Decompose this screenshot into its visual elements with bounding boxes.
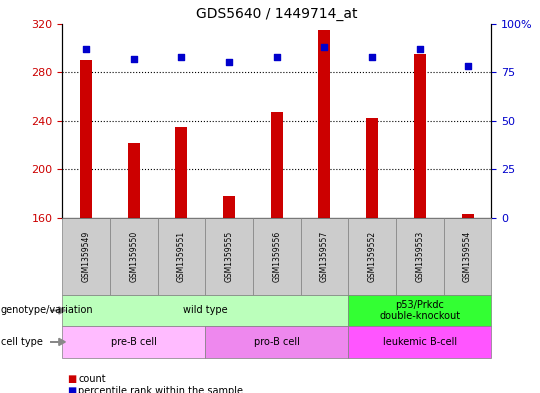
Bar xyxy=(271,112,283,218)
Bar xyxy=(366,118,378,218)
Text: GSM1359550: GSM1359550 xyxy=(129,231,138,282)
Point xyxy=(177,53,186,60)
Text: GSM1359555: GSM1359555 xyxy=(225,231,234,282)
Text: GSM1359552: GSM1359552 xyxy=(368,231,377,282)
Text: GSM1359554: GSM1359554 xyxy=(463,231,472,282)
Bar xyxy=(80,60,92,218)
Text: count: count xyxy=(78,374,106,384)
Point xyxy=(273,53,281,60)
Text: leukemic B-cell: leukemic B-cell xyxy=(383,337,457,347)
Text: percentile rank within the sample: percentile rank within the sample xyxy=(78,386,244,393)
Text: genotype/variation: genotype/variation xyxy=(1,305,93,316)
Point xyxy=(320,44,329,50)
Text: p53/Prkdc
double-knockout: p53/Prkdc double-knockout xyxy=(379,300,461,321)
Text: ■: ■ xyxy=(68,374,77,384)
Text: GSM1359551: GSM1359551 xyxy=(177,231,186,282)
Text: wild type: wild type xyxy=(183,305,227,316)
Text: GSM1359557: GSM1359557 xyxy=(320,231,329,282)
Bar xyxy=(223,196,235,218)
Text: pro-B cell: pro-B cell xyxy=(254,337,300,347)
Point xyxy=(416,46,424,52)
Bar xyxy=(414,54,426,218)
Point xyxy=(225,59,233,66)
Text: GSM1359556: GSM1359556 xyxy=(272,231,281,282)
Bar xyxy=(176,127,187,218)
Text: ■: ■ xyxy=(68,386,77,393)
Text: GSM1359553: GSM1359553 xyxy=(415,231,424,282)
Point xyxy=(130,55,138,62)
Bar xyxy=(462,215,474,218)
Title: GDS5640 / 1449714_at: GDS5640 / 1449714_at xyxy=(196,7,357,21)
Text: pre-B cell: pre-B cell xyxy=(111,337,157,347)
Point xyxy=(368,53,376,60)
Point xyxy=(463,63,472,70)
Bar xyxy=(319,29,330,218)
Text: cell type: cell type xyxy=(1,337,43,347)
Point xyxy=(82,46,90,52)
Bar xyxy=(127,143,140,218)
Text: GSM1359549: GSM1359549 xyxy=(82,231,91,282)
